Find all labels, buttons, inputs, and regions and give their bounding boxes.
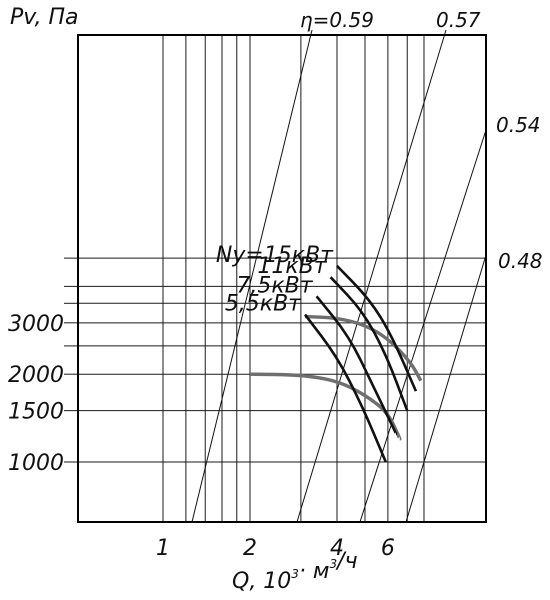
- grid: [64, 35, 486, 522]
- x-axis-title: Q, 103· м3/ч: [232, 549, 358, 594]
- plot-frame: [77, 34, 487, 523]
- power-curve-label: 7,5кВт: [236, 273, 313, 298]
- efficiency-label: η=0.59: [300, 8, 374, 32]
- power-curve-label: 5,5кВт: [225, 292, 302, 317]
- y-axis-title: Pv, Па: [10, 5, 79, 30]
- efficiency-line: [405, 254, 487, 523]
- y-tick-label: 2000: [8, 363, 64, 388]
- y-tick-label: 1000: [8, 451, 64, 476]
- y-tick-label: 1500: [8, 400, 64, 425]
- power-curve-label: Ny=15кВт: [216, 243, 334, 268]
- efficiency-label: 0.48: [498, 249, 543, 273]
- power-curve: [303, 313, 387, 463]
- speed-curve: [249, 372, 402, 441]
- x-tick-label: 1: [156, 536, 170, 561]
- power-curve: [336, 264, 418, 392]
- x-tick-label: 4: [330, 536, 344, 561]
- labels: η=0.59 0.57 0.54 0.48 Ny=15кВт11кВт7,5кВт5,5…: [8, 5, 543, 594]
- x-tick-label: 2: [243, 536, 257, 561]
- power-curve-label: 11кВт: [257, 254, 327, 279]
- curves: [249, 264, 423, 463]
- power-curve: [315, 295, 398, 435]
- efficiency-lines: [191, 29, 487, 523]
- x-tick-label: 6: [381, 536, 395, 561]
- efficiency-label: 0.54: [496, 113, 541, 137]
- efficiency-label: 0.57: [436, 8, 481, 32]
- y-tick-label: 3000: [8, 312, 64, 337]
- efficiency-line: [359, 129, 487, 523]
- efficiency-line: [296, 29, 447, 523]
- power-curve: [329, 276, 409, 412]
- efficiency-line: [191, 29, 313, 523]
- speed-curve: [304, 314, 423, 382]
